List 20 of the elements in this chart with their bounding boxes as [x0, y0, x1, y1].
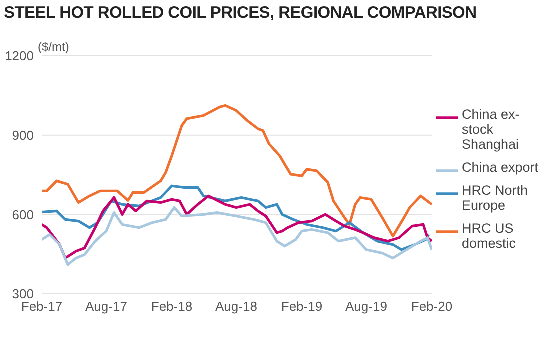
x-tick-label: Aug-17 — [86, 299, 128, 314]
x-tick-label: Feb-18 — [151, 299, 193, 314]
y-tick-label: 1200 — [5, 48, 34, 64]
x-tick-label: Feb-20 — [411, 299, 453, 314]
y-tick-label: 300 — [12, 286, 34, 302]
legend-label: HRC US domestic — [462, 221, 518, 251]
legend-label: HRC North Europe — [462, 183, 530, 213]
x-tick-label: Feb-17 — [21, 299, 63, 314]
y-axis-title: ($/mt) — [38, 40, 70, 54]
legend-label: China export — [462, 160, 540, 175]
y-tick-label: 900 — [12, 128, 34, 143]
line-series — [42, 194, 432, 260]
line-series — [42, 206, 432, 266]
chart-title: STEEL HOT ROLLED COIL PRICES, REGIONAL COMPARISON — [4, 4, 477, 23]
legend-label: China ex-stock Shanghai — [462, 107, 521, 152]
x-tick-label: Aug-19 — [346, 299, 388, 314]
x-tick-label: Feb-19 — [281, 299, 323, 314]
x-tick-label: Aug-18 — [216, 299, 258, 314]
line-series — [42, 104, 432, 238]
y-tick-label: 600 — [12, 207, 34, 222]
